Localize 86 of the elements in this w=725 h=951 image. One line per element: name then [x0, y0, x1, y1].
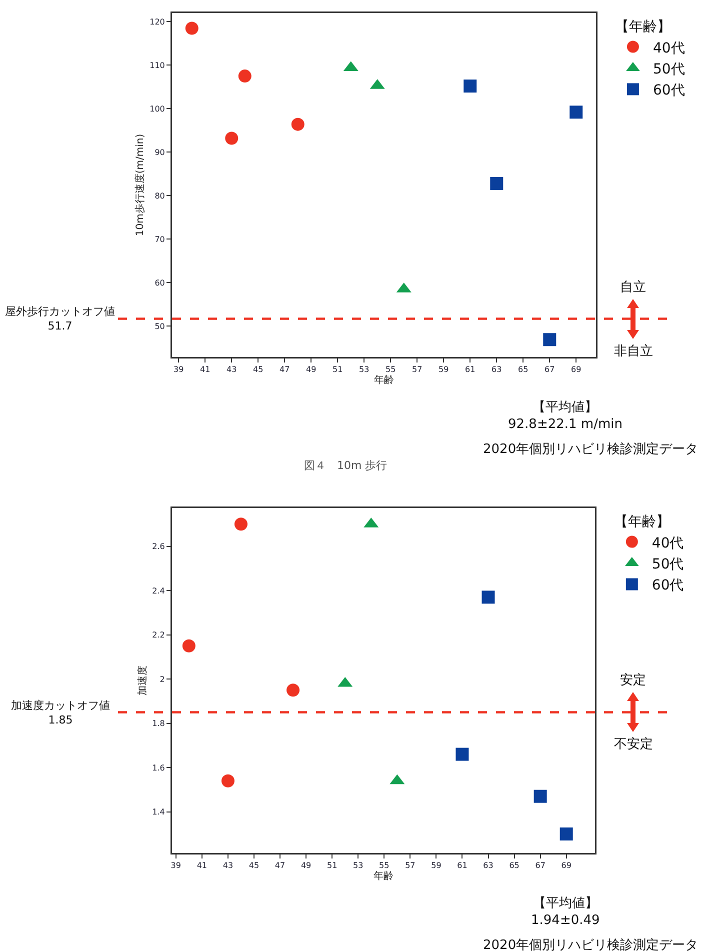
- legend-label: 40代: [652, 535, 684, 552]
- x-tick-label: 65: [518, 365, 528, 374]
- point: [570, 106, 583, 119]
- x-axis-title: 年齢: [374, 374, 394, 386]
- y-tick-label: 90: [154, 148, 165, 157]
- y-tick-label: 50: [154, 322, 165, 331]
- point: [182, 639, 196, 652]
- x-tick-label: 63: [483, 861, 494, 870]
- x-tick-label: 47: [274, 861, 286, 870]
- x-tick-label: 67: [544, 365, 555, 374]
- text: 【平均値】 1.94±0.49: [531, 896, 600, 928]
- x-tick-label: 51: [332, 365, 343, 374]
- point: [456, 748, 469, 761]
- x-tick-label: 45: [253, 365, 264, 374]
- legend-label: 50代: [652, 61, 685, 78]
- x-tick-label: 69: [571, 365, 582, 374]
- text: 安定: [620, 672, 646, 688]
- y-tick-label: 120: [150, 18, 165, 26]
- x-tick-label: 49: [306, 365, 316, 374]
- y-tick-label: 2.4: [152, 586, 165, 596]
- point: [238, 70, 252, 83]
- ref-line-label: 屋外歩行カットオフ値 51.7: [5, 305, 115, 332]
- x-tick-label: 55: [379, 861, 390, 870]
- caption: 図４ 10m 歩行: [304, 459, 388, 472]
- x-tick-label: 43: [222, 861, 234, 870]
- x-tick-label: 57: [405, 861, 416, 870]
- x-tick-label: 59: [438, 365, 449, 374]
- x-tick-label: 51: [326, 861, 338, 870]
- x-tick-label: 53: [359, 365, 370, 374]
- ref-line-label: 加速度カットオフ値 1.85: [11, 699, 110, 726]
- point: [225, 132, 238, 145]
- y-tick-label: 100: [150, 104, 165, 114]
- x-tick-label: 41: [200, 365, 210, 374]
- x-tick-label: 59: [431, 861, 442, 870]
- y-tick-label: 60: [154, 278, 165, 288]
- point: [490, 176, 504, 190]
- point: [464, 80, 477, 93]
- text: 【平均値】 92.8±22.1 m/min: [508, 400, 622, 432]
- legend-label: 50代: [652, 556, 684, 572]
- x-tick-label: 39: [170, 861, 181, 870]
- y-axis-title: 10m歩行速度(m/min): [134, 134, 146, 236]
- legend-label: 40代: [652, 40, 685, 56]
- x-tick-label: 41: [196, 861, 208, 870]
- x-tick-label: 65: [509, 861, 520, 870]
- x-axis-title: 年齢: [374, 870, 394, 882]
- x-tick-label: 55: [386, 365, 396, 374]
- point: [286, 684, 300, 697]
- text: 2020年個別リハビリ検診測定データ: [483, 938, 698, 951]
- point: [534, 790, 547, 803]
- y-tick-label: 70: [154, 234, 165, 244]
- text: 非自立: [614, 343, 653, 359]
- y-axis-title: 加速度: [136, 666, 148, 696]
- y-tick-label: 80: [154, 191, 165, 200]
- y-tick-label: 2.2: [152, 630, 165, 640]
- x-tick-label: 69: [561, 861, 572, 870]
- point: [234, 518, 248, 531]
- x-tick-label: 47: [280, 365, 290, 374]
- point: [185, 22, 198, 35]
- x-tick-label: 39: [174, 365, 184, 374]
- point: [560, 827, 573, 840]
- legend-title: 【年齢】: [614, 19, 671, 36]
- x-tick-label: 61: [465, 365, 476, 374]
- point: [482, 590, 495, 604]
- x-tick-label: 61: [457, 861, 468, 870]
- legend-title: 【年齢】: [614, 514, 670, 530]
- y-tick-label: 1.4: [152, 808, 165, 817]
- y-tick-label: 1.6: [152, 763, 165, 772]
- x-tick-label: 43: [226, 365, 237, 374]
- text: 自立: [620, 279, 646, 295]
- x-tick-label: 57: [412, 365, 422, 374]
- x-tick-label: 53: [353, 861, 364, 870]
- y-tick-label: 110: [150, 60, 165, 70]
- x-tick-label: 45: [248, 861, 260, 870]
- point: [543, 333, 556, 346]
- text: 2020年個別リハビリ検診測定データ: [483, 442, 698, 457]
- y-tick-label: 2: [160, 674, 165, 684]
- point: [221, 774, 234, 788]
- point: [291, 118, 304, 131]
- y-tick-label: 1.8: [152, 719, 165, 728]
- legend-label: 60代: [652, 578, 684, 594]
- x-tick-label: 63: [492, 365, 502, 374]
- y-tick-label: 2.6: [152, 542, 165, 552]
- text: 不安定: [614, 736, 653, 752]
- x-tick-label: 67: [535, 861, 546, 870]
- x-tick-label: 49: [300, 861, 312, 870]
- legend-label: 60代: [652, 82, 685, 99]
